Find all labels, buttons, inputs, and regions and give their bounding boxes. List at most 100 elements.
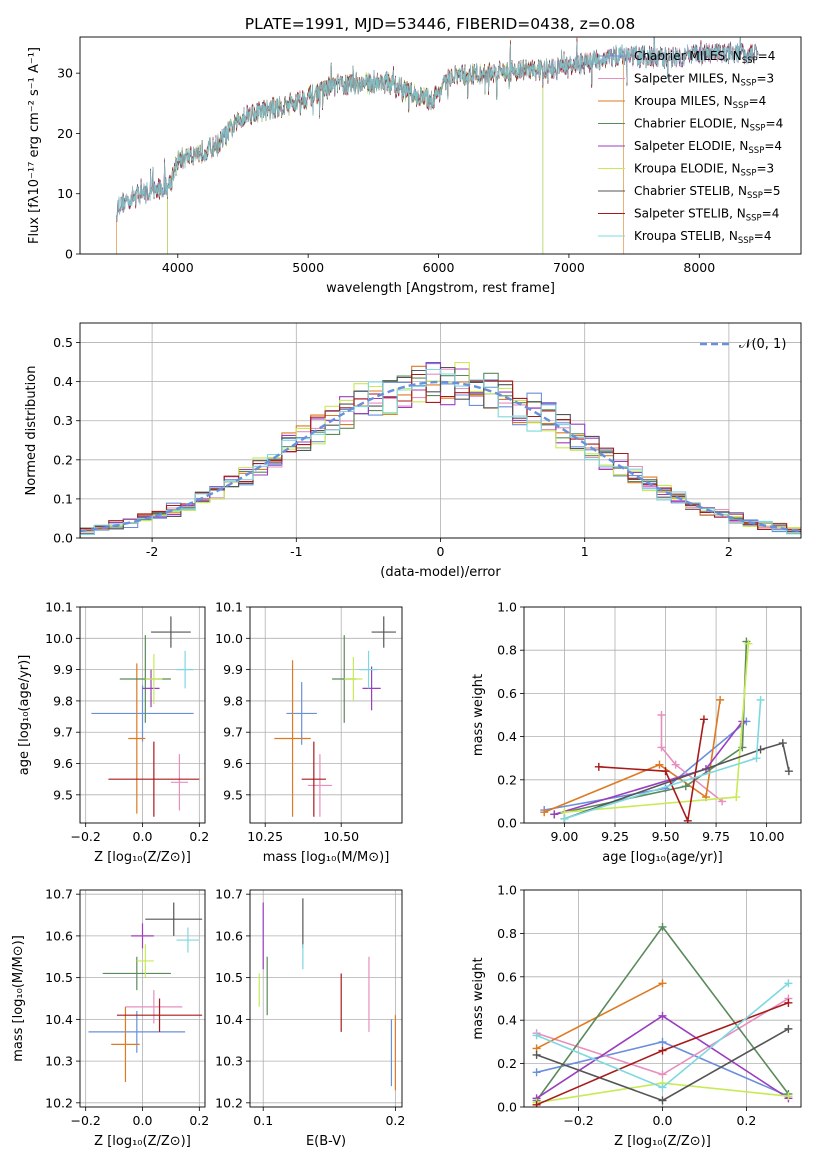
x-tick-label: 9.50	[652, 829, 680, 844]
y-tick-label: 10.3	[215, 1054, 243, 1069]
weight-point-marker	[671, 760, 680, 769]
x-tick-label: 5000	[292, 260, 324, 275]
panel-residuals: -2 -1 0 1 2 0.0 0.1 0.2 0.3 0.4 0.5 (data-model)/er…	[24, 322, 802, 580]
axes-frame	[249, 606, 403, 824]
y-axis-label: age [log₁₀(age/yr)]	[17, 655, 32, 776]
x-tick-label: 9.00	[551, 829, 579, 844]
y-axis-label: Flux [fλ10⁻¹⁷ erg cm⁻² s⁻¹ A⁻¹]	[27, 47, 42, 244]
y-tick-label: 0.0	[497, 1100, 517, 1115]
y-tick-label: 0.4	[53, 374, 73, 389]
y-tick-label: 10.2	[45, 1095, 73, 1110]
panel-weight_vs_age: 9.00 9.25 9.50 9.75 10.00 0.0 0.2 0.4 0.6 0.8 1.0 a…	[471, 600, 802, 865]
y-tick-label: 10.5	[215, 970, 243, 985]
plot-area	[532, 922, 793, 1107]
legend-entry: Kroupa STELIB, NSSP=4	[634, 229, 772, 246]
y-tick-label: 0.8	[497, 643, 517, 658]
x-tick-label: -2	[146, 544, 158, 559]
y-tick-label: 10.6	[215, 928, 243, 943]
x-axis-label: (data-model)/error	[380, 565, 501, 580]
axes-frame	[79, 889, 206, 1108]
x-tick-label: 8000	[683, 260, 715, 275]
y-tick-label: 0.5	[53, 335, 73, 350]
weight-series-line	[564, 742, 790, 820]
legend-value: =3	[756, 162, 774, 176]
weight-series-line	[660, 715, 723, 803]
y-tick-label: 9.6	[223, 756, 243, 771]
weight-point-marker	[658, 1046, 667, 1055]
legend-entry: Salpeter STELIB, NSSP=4	[634, 207, 779, 224]
x-tick-label: 0	[437, 544, 445, 559]
y-tick-label: 0.6	[497, 686, 517, 701]
figure-title: PLATE=1991, MJD=53446, FIBERID=0438, z=0…	[245, 15, 635, 33]
x-tick-label: 2	[725, 544, 733, 559]
axes-frame	[79, 36, 802, 255]
y-tick-label: 9.6	[53, 756, 73, 771]
panel-mass_vs_ebv: 0.1 0.2 10.2 10.3 10.4 10.5 10.6 10.7 E(B-V)	[215, 887, 405, 1149]
weight-point-marker	[752, 754, 761, 763]
legend-value: =4	[766, 117, 784, 131]
legend-subscript: SSP	[733, 101, 749, 111]
y-tick-label: 0.4	[497, 1013, 517, 1028]
spectrum-line	[116, 37, 759, 221]
y-tick-label: 0.2	[497, 1056, 517, 1071]
legend-value: =4	[749, 94, 767, 108]
x-axis-label: Z [log₁₀(Z/Z⊙)]	[94, 1134, 191, 1149]
legend-subscript: SSP	[746, 214, 762, 224]
panel-weight_vs_Z: −0.2 0.0 0.2 0.0 0.2 0.4 0.6 0.8 1.0 Z [log₁₀(Z/Z…	[471, 883, 802, 1149]
x-tick-label: 9.25	[601, 829, 629, 844]
weight-point-marker	[658, 922, 667, 931]
y-tick-label: 9.7	[223, 725, 243, 740]
legend-entry: Salpeter MILES, NSSP=3	[634, 72, 774, 89]
y-tick-label: 10.5	[45, 970, 73, 985]
y-tick-label: 10.3	[45, 1054, 73, 1069]
y-axis-label: mass weight	[471, 957, 486, 1039]
weight-point-marker	[655, 760, 664, 769]
weight-point-marker	[699, 715, 708, 724]
x-tick-label: 0.0	[653, 1113, 673, 1128]
y-tick-label: 10.7	[45, 887, 73, 902]
y-axis-label: Normed distribution	[24, 366, 39, 496]
x-tick-label: -1	[290, 544, 302, 559]
y-tick-label: 9.5	[223, 787, 243, 802]
y-tick-label: 0.1	[53, 491, 73, 506]
weight-point-marker	[744, 639, 753, 648]
axes-frame	[523, 889, 802, 1108]
legend-value: =4	[764, 139, 782, 153]
y-tick-label: 0.2	[497, 772, 517, 787]
weight-point-marker	[716, 695, 725, 704]
x-tick-label: 4000	[162, 260, 194, 275]
x-tick-label: −0.2	[563, 1113, 593, 1128]
x-axis-label: wavelength [Angstrom, rest frame]	[326, 281, 555, 296]
legend-subscript: SSP	[750, 124, 766, 134]
x-tick-label: 9.75	[702, 829, 730, 844]
y-tick-label: 10.2	[215, 1095, 243, 1110]
weight-series-line	[598, 719, 705, 823]
weight-point-marker	[784, 998, 793, 1007]
y-tick-label: 0.0	[53, 531, 73, 546]
histogram-step	[80, 368, 801, 538]
y-tick-label: 0.3	[53, 413, 73, 428]
y-tick-label: 10.0	[45, 631, 73, 646]
legend-entry: Chabrier STELIB, NSSP=5	[634, 184, 781, 201]
legend-entry: Chabrier MILES, NSSP=4	[634, 49, 775, 66]
x-tick-label: 0.2	[189, 1113, 209, 1128]
x-tick-label: 0.0	[133, 829, 153, 844]
legend-entry: Kroupa MILES, NSSP=4	[634, 94, 766, 111]
weight-point-marker	[658, 1096, 667, 1105]
y-tick-label: 1.0	[497, 883, 517, 898]
plot-area	[80, 361, 801, 538]
weight-point-marker	[658, 1070, 667, 1079]
y-axis-label: mass [log₁₀(M/M⊙)]	[11, 935, 26, 1062]
legend-subscript: SSP	[742, 56, 758, 66]
y-tick-label: 10.1	[45, 600, 73, 615]
x-axis-label: Z [log₁₀(Z/Z⊙)]	[94, 850, 191, 865]
y-tick-label: 9.9	[223, 662, 243, 677]
x-axis-label: Z [log₁₀(Z/Z⊙)]	[614, 1134, 711, 1149]
legend-value: =4	[762, 207, 780, 221]
panel-spectrum: 4000 5000 6000 7000 8000 0 10 20 30 wavelength [A…	[27, 36, 802, 296]
x-tick-label: 10.50	[323, 829, 359, 844]
panel-age_vs_mass: 10.25 10.50 9.5 9.6 9.7 9.8 9.9 10.0 10.1 mass [l…	[215, 600, 403, 865]
weight-point-marker	[532, 1100, 541, 1107]
weight-point-marker	[658, 1011, 667, 1020]
